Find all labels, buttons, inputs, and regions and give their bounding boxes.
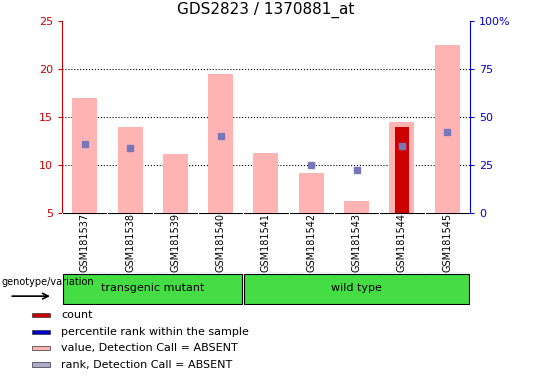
Bar xyxy=(118,127,143,213)
Text: value, Detection Call = ABSENT: value, Detection Call = ABSENT xyxy=(61,343,238,353)
Text: count: count xyxy=(61,310,92,320)
Bar xyxy=(163,154,188,213)
Text: genotype/variation: genotype/variation xyxy=(1,277,94,287)
Bar xyxy=(208,74,233,213)
Text: rank, Detection Call = ABSENT: rank, Detection Call = ABSENT xyxy=(61,359,232,369)
Bar xyxy=(32,362,50,367)
Text: GSM181537: GSM181537 xyxy=(80,214,90,272)
Text: transgenic mutant: transgenic mutant xyxy=(101,283,204,293)
Bar xyxy=(32,329,50,334)
Bar xyxy=(72,98,97,213)
Text: percentile rank within the sample: percentile rank within the sample xyxy=(61,326,249,337)
Bar xyxy=(32,346,50,350)
Bar xyxy=(253,152,279,213)
Bar xyxy=(32,313,50,317)
Text: GSM181541: GSM181541 xyxy=(261,214,271,272)
Bar xyxy=(63,274,242,304)
Bar xyxy=(395,127,409,213)
Text: GSM181539: GSM181539 xyxy=(170,214,180,272)
Text: GSM181545: GSM181545 xyxy=(442,214,452,272)
Text: GSM181544: GSM181544 xyxy=(397,214,407,272)
Bar xyxy=(244,274,469,304)
Bar xyxy=(435,45,460,213)
Bar xyxy=(299,173,323,213)
Text: wild type: wild type xyxy=(331,283,382,293)
Text: GSM181538: GSM181538 xyxy=(125,214,135,272)
Title: GDS2823 / 1370881_at: GDS2823 / 1370881_at xyxy=(177,2,355,18)
Text: GSM181540: GSM181540 xyxy=(215,214,226,272)
Bar xyxy=(344,201,369,213)
Text: GSM181543: GSM181543 xyxy=(352,214,362,272)
Bar xyxy=(389,122,414,213)
Text: GSM181542: GSM181542 xyxy=(306,214,316,272)
